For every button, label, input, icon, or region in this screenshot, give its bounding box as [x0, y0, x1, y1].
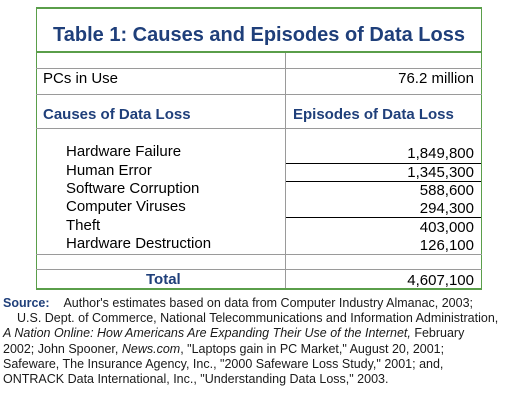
grid-line: [36, 269, 482, 270]
source-line: ONTRACK Data International, Inc., "Under…: [3, 372, 523, 387]
table-bottom-border: [36, 288, 482, 290]
table-top-border: [36, 7, 482, 9]
source-line: U.S. Dept. of Commerce, National Telecom…: [3, 311, 523, 326]
grid-line: [36, 68, 482, 69]
source-text-4a: 2002; John Spooner,: [3, 341, 122, 356]
source-line: Source: Author's estimates based on data…: [3, 296, 474, 310]
episodes-human-error: 1,345,300: [407, 164, 474, 181]
source-text-2: U.S. Dept. of Commerce, National Telecom…: [17, 311, 499, 326]
column-divider: [285, 53, 286, 288]
episodes-header: Episodes of Data Loss: [293, 106, 454, 123]
data-loss-table: Table 1: Causes and Episodes of Data Los…: [36, 7, 482, 290]
table-title: Table 1: Causes and Episodes of Data Los…: [53, 24, 465, 46]
source-text-5: Safeware, The Insurance Agency, Inc., "2…: [3, 356, 444, 371]
source-text-4-italic: News.com: [121, 341, 181, 356]
cause-theft: Theft: [66, 217, 101, 234]
cause-human-error: Human Error: [66, 162, 152, 179]
episodes-computer-viruses: 294,300: [419, 200, 474, 217]
cause-software-corruption: Software Corruption: [66, 180, 200, 197]
source-text-3-italic: A Nation Online: How Americans Are Expan…: [3, 326, 411, 341]
cause-hardware-failure: Hardware Failure: [66, 143, 182, 160]
cause-computer-viruses: Computer Viruses: [66, 198, 186, 215]
source-line: Safeware, The Insurance Agency, Inc., "2…: [3, 357, 523, 372]
source-line: 2002; John Spooner, News.com, "Laptops g…: [3, 342, 523, 357]
source-text-6: ONTRACK Data International, Inc., "Under…: [3, 372, 389, 387]
table-left-border: [36, 7, 37, 290]
value-row-line: [286, 217, 481, 218]
source-line: A Nation Online: How Americans Are Expan…: [3, 326, 523, 341]
source-text-1: Author's estimates based on data from Co…: [63, 296, 474, 310]
value-row-line: [286, 163, 481, 164]
source-text-3: February: [410, 326, 465, 341]
total-label: Total: [146, 271, 181, 288]
pcs-in-use-label: PCs in Use: [43, 70, 119, 87]
cause-hardware-destruction: Hardware Destruction: [66, 235, 212, 252]
source-note: Source: Author's estimates based on data…: [3, 296, 523, 387]
value-row-line: [286, 181, 481, 182]
grid-line: [36, 128, 482, 129]
total-value: 4,607,100: [407, 272, 474, 289]
table-right-border: [481, 7, 482, 290]
episodes-hardware-failure: 1,849,800: [407, 145, 474, 162]
grid-line: [36, 94, 482, 95]
source-label: Source: [3, 296, 46, 310]
episodes-theft: 403,000: [419, 219, 474, 236]
source-text-4b: , "Laptops gain in PC Market," August 20…: [180, 341, 445, 356]
grid-line: [36, 254, 482, 255]
episodes-hardware-destruction: 126,100: [419, 237, 474, 254]
title-divider: [36, 51, 482, 53]
pcs-in-use-value: 76.2 million: [398, 70, 474, 87]
episodes-software-corruption: 588,600: [419, 182, 474, 199]
causes-header: Causes of Data Loss: [43, 106, 191, 123]
